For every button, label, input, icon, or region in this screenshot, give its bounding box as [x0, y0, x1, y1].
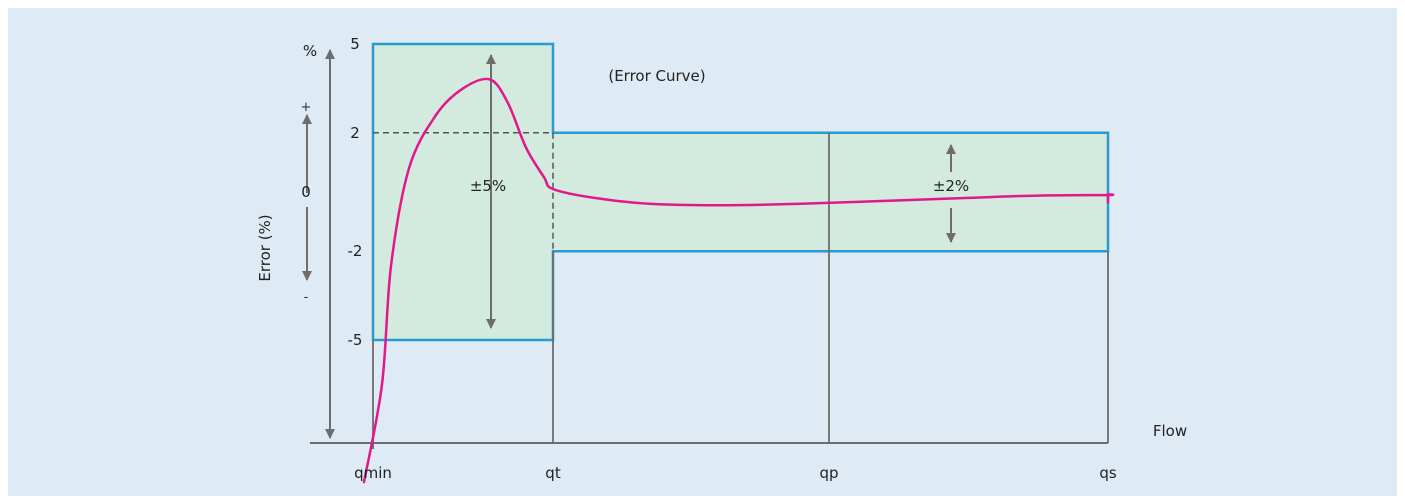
series-name-label: (Error Curve) [608, 67, 705, 85]
x-tick-label-qp: qp [819, 464, 838, 482]
y-tick-label-5: 5 [350, 35, 360, 53]
x-tick-label-qt: qt [545, 464, 561, 482]
y-tick-label-neg5: -5 [348, 331, 363, 349]
x-tick-label-qs: qs [1099, 464, 1117, 482]
x-tick-label-qmin: qmin [354, 464, 392, 482]
y-axis-title: Error (%) [256, 214, 274, 281]
y-tick-label-neg2: -2 [348, 242, 363, 260]
y-unit-label: % [303, 42, 317, 60]
plus-sign-label: + [301, 100, 312, 115]
tolerance-band-2 [553, 132, 1108, 252]
error-curve-line [362, 77, 1115, 484]
band-2pct-label: ±2% [933, 177, 969, 195]
y-tick-label-2: 2 [350, 124, 360, 142]
x-axis-title: Flow [1153, 422, 1187, 440]
minus-sign-label: - [304, 290, 309, 305]
y-tick-label-0: 0 [301, 183, 311, 201]
band-5pct-label: ±5% [470, 177, 506, 195]
